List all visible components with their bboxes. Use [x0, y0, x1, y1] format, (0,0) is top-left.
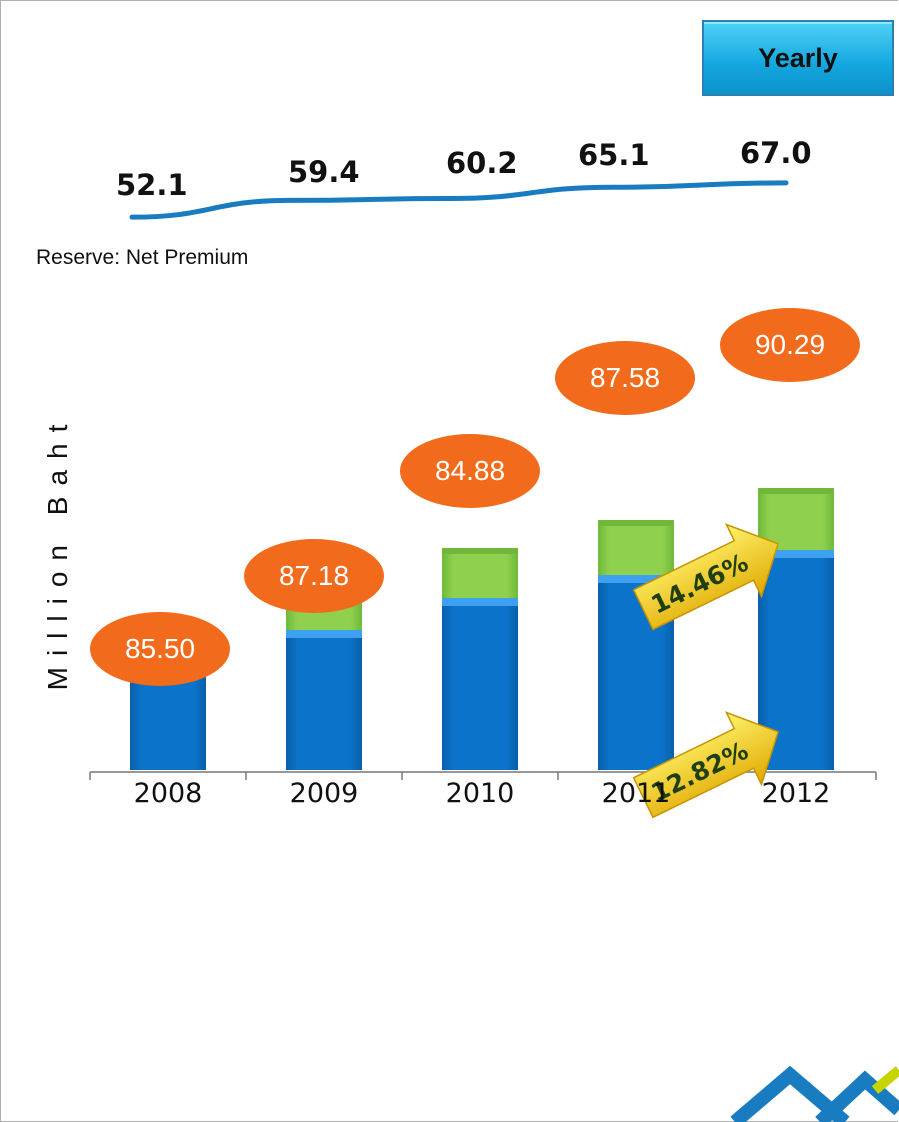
growth-arrow-shape: [632, 523, 780, 631]
ratio-caption: Reserve: Net Premium: [36, 246, 249, 269]
bar-green-cap-2010: [442, 548, 518, 554]
bubble-2008: 85.50: [90, 612, 230, 686]
x-tick-2008: 2008: [133, 778, 203, 809]
bubble-2010: 84.88: [400, 434, 540, 508]
bubble-2012: 90.29: [720, 308, 860, 382]
ratio-label-2008: 52.1: [116, 168, 188, 202]
x-tick-2012: 2012: [761, 778, 831, 809]
ratio-label-2011: 65.1: [578, 138, 650, 172]
yearly-button[interactable]: Yearly: [702, 20, 894, 96]
ratio-label-2010: 60.2: [446, 146, 518, 180]
ratio-line: [129, 180, 789, 220]
bar-green-2010: [442, 548, 518, 598]
bar-blue-2009: [286, 630, 362, 770]
bar-green-2012: [758, 488, 834, 550]
logo-fragment: [730, 1065, 899, 1122]
bar-blue-cap-2012: [758, 550, 834, 558]
ratio-label-2009: 59.4: [288, 155, 360, 189]
bar-green-cap-2011: [598, 520, 674, 526]
bar-blue-cap-2011: [598, 575, 674, 583]
bar-green-cap-2012: [758, 488, 834, 494]
ratio-line-group: [129, 180, 789, 220]
x-tick-2011: 2011: [601, 778, 671, 809]
y-axis-label: Million Baht: [42, 413, 73, 691]
bar-blue-cap-2010: [442, 598, 518, 606]
bar-blue-2010: [442, 598, 518, 770]
bar-green-2011: [598, 520, 674, 575]
bubble-2011: 87.58: [555, 341, 695, 415]
bubble-2009: 87.18: [244, 539, 384, 613]
ratio-label-2012: 67.0: [740, 136, 812, 170]
bars-group: [130, 488, 834, 770]
x-tick-2010: 2010: [445, 778, 515, 809]
x-tick-2009: 2009: [289, 778, 359, 809]
bar-blue-cap-2009: [286, 630, 362, 638]
growth-arrow-shape: [632, 711, 780, 819]
